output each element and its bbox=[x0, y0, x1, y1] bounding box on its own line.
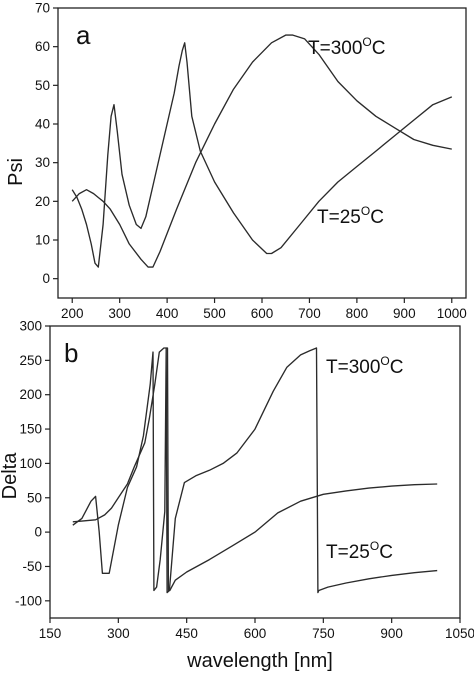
psi-label-25c-main: T=25 bbox=[317, 207, 361, 228]
psi-y-tick-label: 30 bbox=[35, 155, 50, 170]
psi-x-tick-label: 200 bbox=[61, 306, 84, 321]
psi-x-tick-label: 800 bbox=[346, 306, 369, 321]
delta-series-300c-line bbox=[72, 347, 438, 594]
delta-x-tick-label: 900 bbox=[380, 626, 403, 641]
psi-label-300c: T=300OC bbox=[308, 35, 385, 59]
psi-curves bbox=[71, 34, 453, 268]
psi-x-tick-label: 400 bbox=[156, 306, 179, 321]
delta-label-25c: T=25OC bbox=[326, 539, 393, 563]
psi-label-25c-unit: C bbox=[370, 207, 384, 228]
delta-panel: 150 300 450 600 750 900 1050 -100 -50 0 50 100 150 2… bbox=[0, 319, 474, 673]
delta-x-tick-label: 450 bbox=[175, 626, 198, 641]
delta-panel-label: b bbox=[64, 338, 78, 368]
psi-x-tick-label: 700 bbox=[298, 306, 321, 321]
psi-series-300c-line bbox=[71, 34, 452, 268]
delta-label-25c-main: T=25 bbox=[326, 542, 370, 563]
psi-x-ticks: 200 300 400 500 600 700 800 900 1000 bbox=[61, 298, 467, 321]
delta-series-25c-line bbox=[72, 347, 438, 592]
delta-y-tick-label: -50 bbox=[22, 559, 42, 574]
psi-y-tick-label: 40 bbox=[35, 117, 50, 132]
psi-label-25c: T=25OC bbox=[317, 204, 384, 228]
psi-y-tick-label: 60 bbox=[35, 39, 50, 54]
psi-x-tick-label: 300 bbox=[108, 306, 131, 321]
psi-y-tick-label: 10 bbox=[35, 233, 50, 248]
psi-x-tick-label: 600 bbox=[251, 306, 274, 321]
delta-label-300c-unit: C bbox=[390, 357, 404, 378]
delta-x-tick-label: 600 bbox=[244, 626, 267, 641]
psi-series-25c-line bbox=[71, 42, 453, 268]
psi-y-tick-label: 0 bbox=[42, 271, 50, 286]
delta-x-tick-label: 750 bbox=[312, 626, 335, 641]
delta-y-ticks: -100 -50 0 50 100 150 200 250 300 bbox=[15, 319, 50, 608]
delta-label-300c-degree: O bbox=[380, 354, 389, 368]
delta-y-axis-label: Delta bbox=[0, 452, 21, 500]
delta-x-ticks: 150 300 450 600 750 900 1050 bbox=[39, 618, 474, 641]
psi-y-tick-label: 20 bbox=[35, 194, 50, 209]
delta-label-25c-degree: O bbox=[370, 539, 379, 553]
delta-y-tick-label: 150 bbox=[19, 422, 42, 437]
psi-panel: 200 300 400 500 600 700 800 900 1000 0 10 20 30 40 50… bbox=[5, 1, 467, 322]
psi-y-tick-label: 50 bbox=[35, 78, 50, 93]
delta-label-300c-main: T=300 bbox=[326, 357, 380, 378]
delta-y-tick-label: 250 bbox=[19, 353, 42, 368]
delta-y-tick-label: 300 bbox=[19, 319, 42, 334]
psi-label-300c-degree: O bbox=[362, 35, 371, 49]
psi-y-axis-label: Psi bbox=[5, 158, 27, 186]
psi-label-25c-degree: O bbox=[361, 204, 370, 218]
psi-x-tick-label: 500 bbox=[203, 306, 226, 321]
delta-y-tick-label: 200 bbox=[19, 387, 42, 402]
psi-x-tick-label: 1000 bbox=[437, 306, 467, 321]
delta-label-25c-unit: C bbox=[379, 542, 393, 563]
delta-x-axis-label: wavelength [nm] bbox=[186, 650, 333, 672]
psi-y-ticks: 0 10 20 30 40 50 60 70 bbox=[35, 1, 58, 286]
delta-x-tick-label: 1050 bbox=[445, 626, 474, 641]
psi-y-tick-label: 70 bbox=[35, 1, 50, 16]
delta-y-tick-label: 50 bbox=[27, 490, 42, 505]
psi-label-300c-unit: C bbox=[372, 38, 386, 59]
delta-x-tick-label: 300 bbox=[107, 626, 130, 641]
delta-y-tick-label: 100 bbox=[19, 456, 42, 471]
delta-y-tick-label: -100 bbox=[15, 593, 42, 608]
delta-label-300c: T=300OC bbox=[326, 354, 403, 378]
psi-panel-label: a bbox=[76, 20, 91, 50]
delta-curves bbox=[72, 347, 438, 594]
psi-label-300c-main: T=300 bbox=[308, 38, 362, 59]
psi-x-tick-label: 900 bbox=[393, 306, 416, 321]
delta-x-tick-label: 150 bbox=[39, 626, 62, 641]
delta-y-tick-label: 0 bbox=[34, 525, 42, 540]
